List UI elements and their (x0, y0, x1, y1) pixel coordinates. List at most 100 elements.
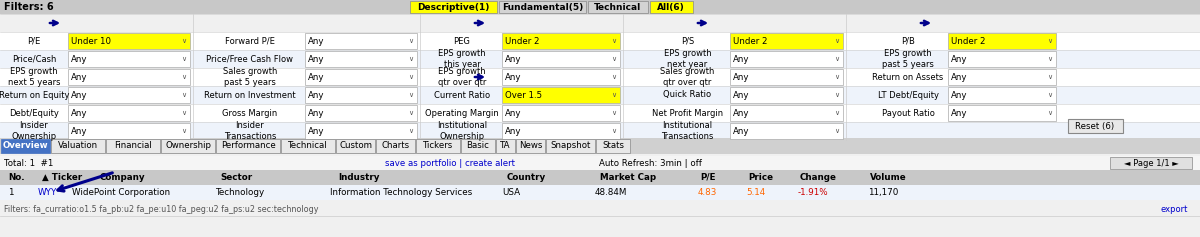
Text: Any: Any (308, 91, 324, 100)
Text: Return on Equity: Return on Equity (0, 91, 70, 100)
Text: Any: Any (733, 127, 750, 136)
Bar (68, 87, 190, 103)
Text: Price/Free Cash Flow: Price/Free Cash Flow (206, 55, 294, 64)
Bar (516, 139, 545, 153)
Text: Basic: Basic (467, 141, 490, 150)
Text: Auto Refresh: 3min | off: Auto Refresh: 3min | off (599, 159, 702, 168)
Bar (596, 139, 630, 153)
Text: ∨: ∨ (408, 56, 414, 62)
Text: ∨: ∨ (408, 128, 414, 134)
Text: WidePoint Corporation: WidePoint Corporation (72, 188, 170, 197)
Bar (649, 1, 692, 13)
Text: Gross Margin: Gross Margin (222, 109, 277, 118)
Text: ∨: ∨ (834, 74, 840, 80)
Text: Any: Any (308, 109, 324, 118)
Bar (216, 139, 280, 153)
Text: ▲ Ticker: ▲ Ticker (42, 173, 82, 182)
Bar (0, 185, 1200, 200)
Text: ∨: ∨ (1048, 56, 1052, 62)
Bar (499, 1, 586, 13)
Text: Insider
Ownership: Insider Ownership (12, 121, 56, 141)
Text: ∨: ∨ (408, 74, 414, 80)
Text: Valuation: Valuation (58, 141, 98, 150)
Text: All(6): All(6) (658, 3, 685, 12)
Text: Institutional
Ownership: Institutional Ownership (437, 121, 487, 141)
Text: ∨: ∨ (834, 38, 840, 44)
Text: Under 2: Under 2 (952, 36, 985, 46)
Bar (68, 51, 190, 67)
Text: News: News (518, 141, 542, 150)
Text: Financial: Financial (114, 141, 152, 150)
Text: Under 10: Under 10 (71, 36, 112, 46)
Bar (0, 0, 1200, 14)
Text: -1.91%: -1.91% (798, 188, 829, 197)
Text: P/B: P/B (901, 36, 914, 46)
Text: ∨: ∨ (834, 56, 840, 62)
Text: P/E: P/E (28, 36, 41, 46)
Bar (502, 69, 620, 85)
Text: Institutional
Transactions: Institutional Transactions (661, 121, 714, 141)
Text: Payout Ratio: Payout Ratio (882, 109, 935, 118)
Text: Any: Any (71, 55, 88, 64)
Text: Any: Any (71, 73, 88, 82)
Text: EPS growth
qtr over qtr: EPS growth qtr over qtr (438, 67, 486, 87)
Bar (502, 87, 620, 103)
Text: ∨: ∨ (612, 38, 617, 44)
Text: Over 1.5: Over 1.5 (505, 91, 542, 100)
Text: Any: Any (71, 91, 88, 100)
Bar (68, 123, 190, 139)
Text: USA: USA (502, 188, 520, 197)
Text: Overview: Overview (2, 141, 48, 150)
Bar (730, 33, 842, 49)
Bar (68, 33, 190, 49)
Text: ∨: ∨ (834, 92, 840, 98)
Text: Any: Any (71, 109, 88, 118)
Text: ∨: ∨ (181, 74, 186, 80)
Text: EPS growth
this year: EPS growth this year (438, 49, 486, 69)
Bar (68, 105, 190, 121)
Text: ∨: ∨ (834, 128, 840, 134)
Text: 48.84M: 48.84M (595, 188, 628, 197)
Bar (305, 69, 418, 85)
Text: ∨: ∨ (612, 74, 617, 80)
Text: Any: Any (505, 55, 522, 64)
Bar (305, 105, 418, 121)
Text: Technical: Technical (288, 141, 328, 150)
Text: Any: Any (733, 55, 750, 64)
Bar (305, 87, 418, 103)
Text: Any: Any (733, 73, 750, 82)
Bar (305, 51, 418, 67)
Text: ∨: ∨ (1048, 38, 1052, 44)
Bar (730, 69, 842, 85)
Text: Return on Investment: Return on Investment (204, 91, 296, 100)
Text: Custom: Custom (340, 141, 372, 150)
Bar (948, 105, 1056, 121)
Bar (0, 138, 1200, 154)
Bar (502, 123, 620, 139)
Text: Fundamental(5): Fundamental(5) (502, 3, 583, 12)
Text: P/S: P/S (680, 36, 694, 46)
Text: Any: Any (308, 55, 324, 64)
Text: ∨: ∨ (408, 38, 414, 44)
Text: ∨: ∨ (181, 128, 186, 134)
Bar (281, 139, 335, 153)
Bar (948, 87, 1056, 103)
Bar (730, 123, 842, 139)
Bar (730, 87, 842, 103)
Bar (502, 33, 620, 49)
Text: Total: 1  #1: Total: 1 #1 (4, 159, 53, 168)
Text: Any: Any (952, 55, 967, 64)
Text: Filters: fa_curratio:o1.5 fa_pb:u2 fa_pe:u10 fa_peg:u2 fa_ps:u2 sec:technology: Filters: fa_curratio:o1.5 fa_pb:u2 fa_pe… (4, 205, 318, 214)
Bar (0, 68, 1200, 86)
Text: Any: Any (952, 91, 967, 100)
Text: Any: Any (733, 91, 750, 100)
Text: Performance: Performance (221, 141, 275, 150)
Text: Under 2: Under 2 (733, 36, 768, 46)
Text: Ownership: Ownership (166, 141, 211, 150)
Text: 1: 1 (8, 188, 13, 197)
Text: Price: Price (748, 173, 773, 182)
Text: LT Debt/Equity: LT Debt/Equity (877, 91, 938, 100)
Text: PEG: PEG (454, 36, 470, 46)
Text: Any: Any (733, 109, 750, 118)
Bar (416, 139, 460, 153)
